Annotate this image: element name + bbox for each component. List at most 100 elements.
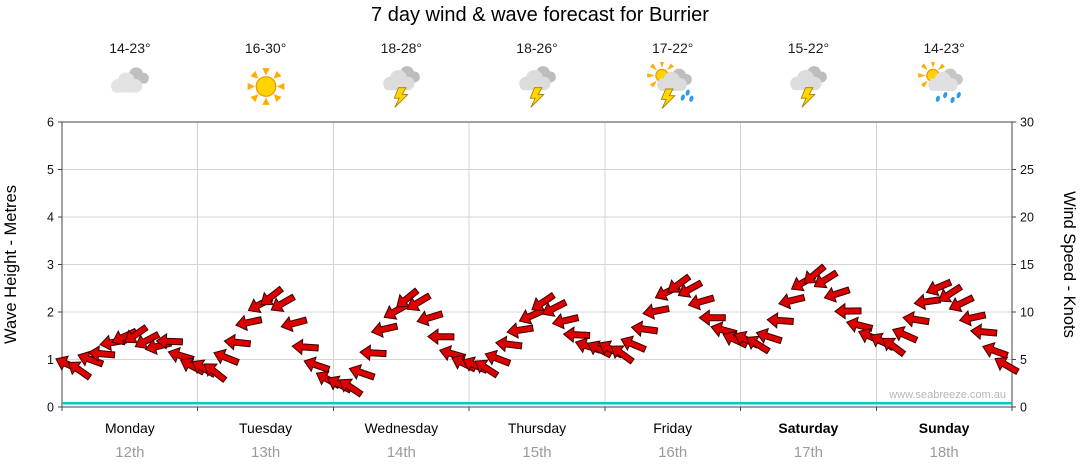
- wind-arrow: [416, 310, 444, 327]
- wind-arrow: [303, 356, 331, 373]
- temperature-range: 16-30°: [244, 40, 287, 56]
- wind-arrow: [687, 294, 715, 311]
- wind-arrow: [755, 327, 783, 345]
- day-name-label: Thursday: [507, 420, 567, 436]
- wind-arrow: [620, 335, 647, 353]
- wind-arrow: [994, 356, 1020, 375]
- weather-icon-sun-rain: [918, 62, 963, 104]
- day-date-label: 12th: [115, 444, 145, 461]
- chart-title: 7 day wind & wave forecast for Burrier: [371, 4, 709, 26]
- wind-arrow: [155, 332, 184, 350]
- wind-arrow: [823, 286, 851, 303]
- wind-arrow: [745, 335, 771, 355]
- wind-arrow: [223, 333, 252, 351]
- wind-arrow: [77, 350, 105, 368]
- weather-icon-sun-storm-rain: [646, 62, 694, 109]
- left-axis-tick-label: 6: [47, 116, 54, 130]
- temperature-range: 17-22°: [651, 40, 694, 56]
- weather-icon-storm: [519, 66, 556, 108]
- wind-arrow: [778, 292, 806, 310]
- wind-arrow: [913, 293, 942, 311]
- wind-arrow: [948, 294, 975, 313]
- wind-arrow: [494, 335, 523, 353]
- weather-icon-storm: [790, 66, 828, 108]
- left-axis-title: Wave Height - Metres: [2, 185, 20, 344]
- wind-arrow: [280, 315, 308, 333]
- right-axis-title: Wind Speed - Knots: [1060, 191, 1078, 338]
- wind-arrow: [270, 293, 296, 313]
- wind-arrow: [134, 331, 161, 350]
- weather-icon-sunny: [247, 68, 284, 105]
- wind-arrow: [882, 337, 907, 358]
- wind-arrow: [925, 278, 953, 297]
- wind-arrow: [396, 287, 420, 308]
- day-name-label: Wednesday: [364, 420, 439, 436]
- wind-arrow: [338, 378, 364, 398]
- left-axis-tick-label: 1: [47, 353, 54, 367]
- day-name-label: Sunday: [918, 420, 970, 436]
- wind-arrow: [291, 338, 319, 356]
- wind-arrow: [484, 349, 512, 367]
- wind-arrow: [359, 344, 387, 362]
- wind-arrow: [845, 316, 874, 333]
- wind-arrow: [813, 269, 839, 289]
- wind-arrow: [406, 292, 432, 312]
- right-axis-tick-label: 5: [1020, 353, 1027, 367]
- wind-arrow: [698, 309, 726, 327]
- wind-arrow: [370, 321, 399, 338]
- day-name-label: Monday: [104, 420, 155, 436]
- wind-arrow: [531, 292, 556, 311]
- temperature-range: 18-28°: [380, 40, 422, 56]
- wind-arrow: [474, 359, 500, 379]
- right-axis-tick-label: 0: [1020, 401, 1027, 415]
- right-axis-tick-label: 10: [1020, 306, 1034, 320]
- day-date-label: 17th: [793, 444, 823, 461]
- weather-icon-storm: [383, 66, 421, 108]
- wind-arrow: [541, 298, 568, 317]
- watermark: www.seabreeze.com.au: [888, 389, 1006, 401]
- wind-arrow: [834, 302, 862, 320]
- left-axis-tick-label: 0: [47, 401, 54, 415]
- wind-arrow: [766, 311, 794, 329]
- day-date-label: 15th: [522, 444, 552, 461]
- wind-arrow: [87, 345, 116, 363]
- temperature-range: 14-23°: [109, 40, 151, 56]
- wind-arrow: [803, 263, 827, 284]
- wind-arrow: [677, 279, 704, 298]
- wind-arrow: [551, 312, 580, 330]
- temperature-range: 18-26°: [516, 40, 558, 56]
- wind-arrow: [982, 342, 1009, 359]
- wind-arrow: [969, 323, 998, 341]
- wind-arrow: [213, 348, 240, 366]
- left-axis-tick-label: 4: [47, 211, 54, 225]
- wind-arrow: [235, 314, 263, 332]
- wind-arrow: [642, 303, 670, 320]
- wind-arrow: [630, 320, 659, 338]
- wind-arrow: [348, 363, 376, 381]
- weather-icon-cloudy: [110, 67, 149, 93]
- day-name-label: Friday: [653, 420, 693, 436]
- wind-arrow: [260, 285, 284, 306]
- day-name-label: Tuesday: [239, 420, 293, 436]
- wind-arrow: [938, 283, 964, 303]
- right-axis-tick-label: 15: [1020, 258, 1034, 272]
- wind-arrow: [667, 273, 692, 293]
- day-date-label: 18th: [929, 444, 959, 461]
- wind-arrow: [610, 345, 635, 365]
- right-axis-tick-label: 25: [1020, 163, 1034, 177]
- right-axis-tick-label: 30: [1020, 116, 1034, 130]
- wind-arrow: [506, 322, 534, 339]
- wind-arrow: [67, 361, 93, 381]
- temperature-range: 15-22°: [787, 40, 830, 56]
- day-date-label: 16th: [658, 444, 688, 461]
- right-axis-tick-label: 20: [1020, 211, 1034, 225]
- day-date-label: 13th: [250, 444, 281, 461]
- wind-arrow: [203, 363, 228, 383]
- left-axis-tick-label: 3: [47, 258, 54, 272]
- wind-arrow: [427, 328, 455, 346]
- left-axis-tick-label: 2: [47, 306, 54, 320]
- left-axis-tick-label: 5: [47, 163, 54, 177]
- wind-arrow: [111, 327, 138, 346]
